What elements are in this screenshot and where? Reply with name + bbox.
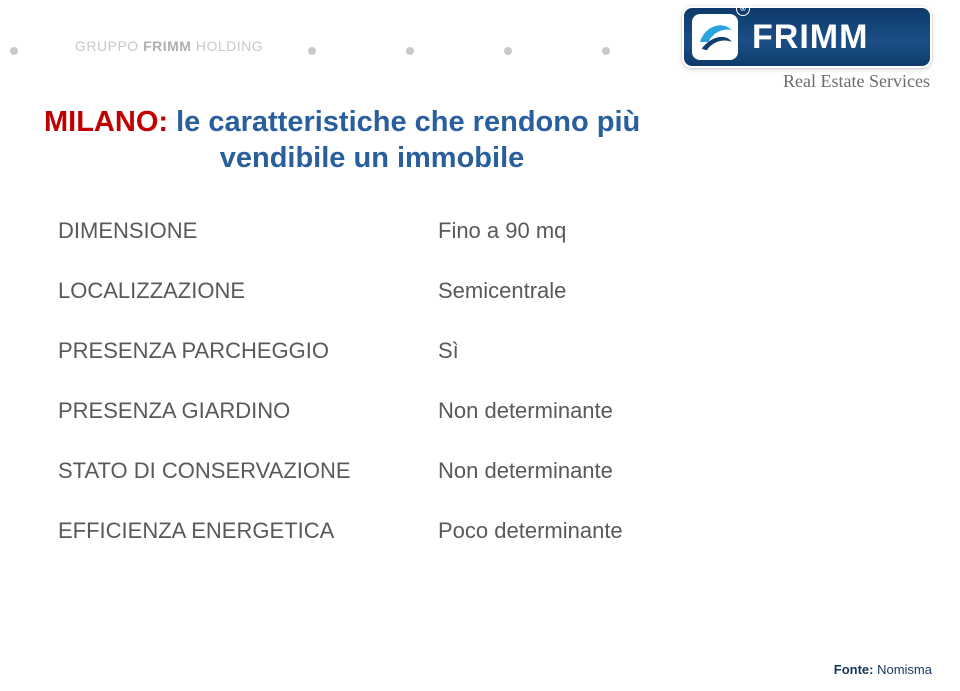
- row-label: PRESENZA GIARDINO: [58, 398, 438, 424]
- row-value: Non determinante: [438, 458, 902, 484]
- source-footer: Fonte: Nomisma: [834, 662, 932, 677]
- group-prefix: GRUPPO: [75, 38, 143, 54]
- decor-dot: [10, 47, 18, 55]
- title-line1: le caratteristiche che rendono più: [168, 106, 640, 138]
- row-label: DIMENSIONE: [58, 218, 438, 244]
- brand-logo: ® FRIMM Real Estate Services: [682, 6, 932, 98]
- footer-label: Fonte:: [834, 662, 877, 677]
- decor-dot: [406, 47, 414, 55]
- table-row: PRESENZA PARCHEGGIO Sì: [58, 338, 902, 364]
- decor-dot: [602, 47, 610, 55]
- row-label: EFFICIENZA ENERGETICA: [58, 518, 438, 544]
- decor-dot: [504, 47, 512, 55]
- logo-badge: ® FRIMM: [682, 6, 932, 68]
- group-suffix: HOLDING: [196, 38, 263, 54]
- row-value: Poco determinante: [438, 518, 902, 544]
- characteristics-table: DIMENSIONE Fino a 90 mq LOCALIZZAZIONE S…: [58, 218, 902, 578]
- table-row: PRESENZA GIARDINO Non determinante: [58, 398, 902, 424]
- group-name: FRIMM: [143, 38, 196, 54]
- slide: GRUPPO FRIMM HOLDING ® FRIMM Real Estate…: [0, 0, 960, 691]
- logo-mark-icon: [692, 14, 738, 60]
- row-label: PRESENZA PARCHEGGIO: [58, 338, 438, 364]
- group-branding: GRUPPO FRIMM HOLDING: [75, 38, 263, 54]
- row-value: Semicentrale: [438, 278, 902, 304]
- logo-subline: Real Estate Services: [682, 71, 932, 92]
- row-value: Non determinante: [438, 398, 902, 424]
- row-label: LOCALIZZAZIONE: [58, 278, 438, 304]
- title-prefix: MILANO:: [44, 106, 168, 138]
- table-row: LOCALIZZAZIONE Semicentrale: [58, 278, 902, 304]
- logo-wordmark: FRIMM: [752, 18, 868, 57]
- registered-mark-icon: ®: [736, 2, 750, 16]
- table-row: EFFICIENZA ENERGETICA Poco determinante: [58, 518, 902, 544]
- row-value: Sì: [438, 338, 902, 364]
- row-value: Fino a 90 mq: [438, 218, 902, 244]
- decor-dot: [308, 47, 316, 55]
- slide-title: MILANO: le caratteristiche che rendono p…: [44, 104, 700, 177]
- table-row: STATO DI CONSERVAZIONE Non determinante: [58, 458, 902, 484]
- footer-source: Nomisma: [877, 662, 932, 677]
- table-row: DIMENSIONE Fino a 90 mq: [58, 218, 902, 244]
- row-label: STATO DI CONSERVAZIONE: [58, 458, 438, 484]
- title-line2: vendibile un immobile: [44, 140, 700, 176]
